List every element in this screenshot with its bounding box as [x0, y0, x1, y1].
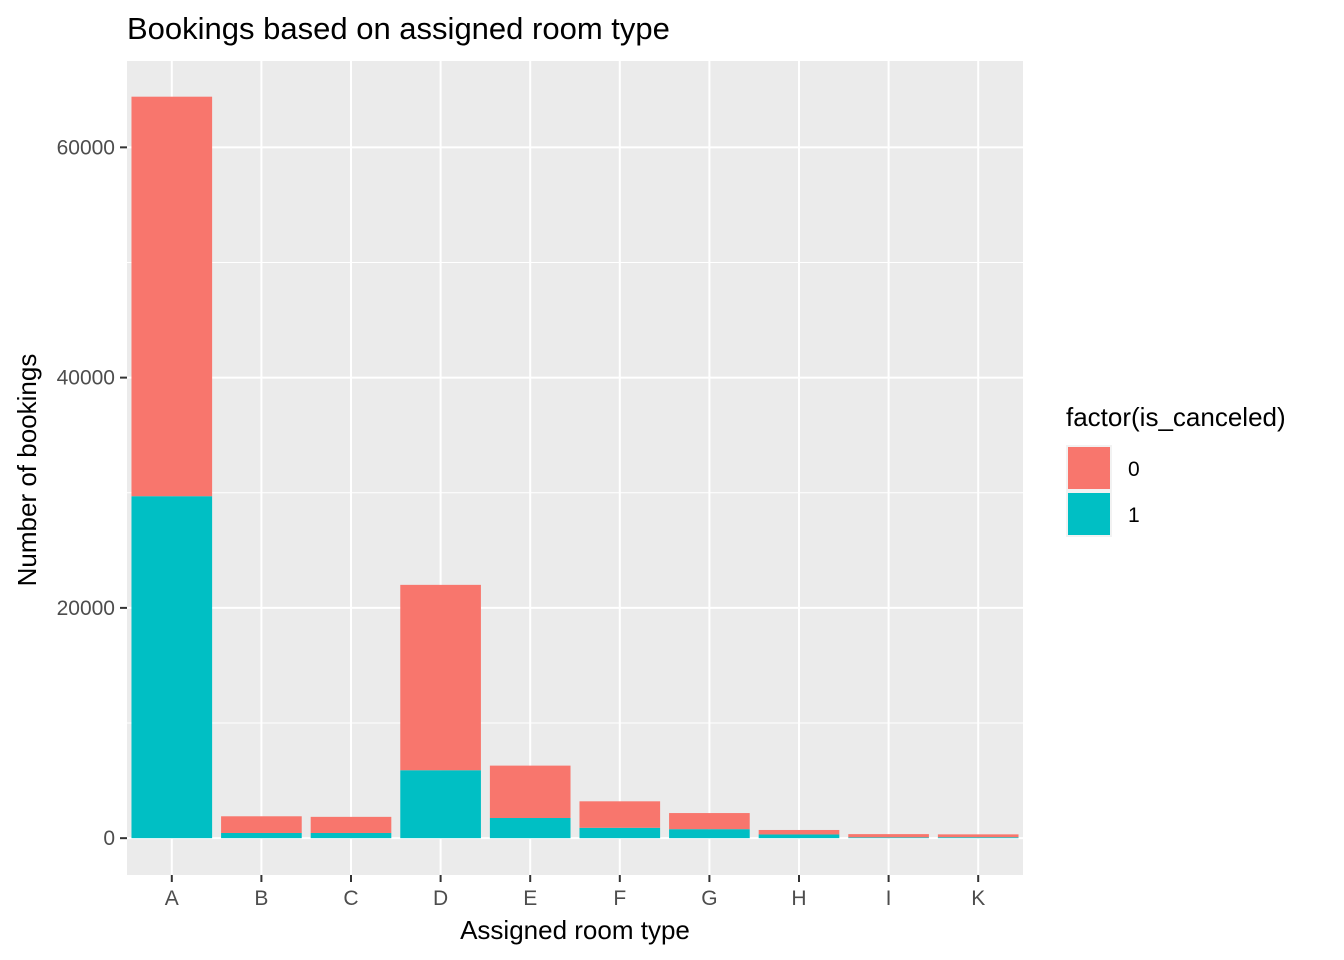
- y-tick-label: 60000: [57, 136, 115, 159]
- x-tick-label: B: [254, 887, 268, 910]
- bar-H-series-1: [758, 834, 840, 839]
- x-tick-label: F: [613, 887, 626, 910]
- chart-title: Bookings based on assigned room type: [127, 11, 670, 46]
- x-tick-label: I: [886, 887, 892, 910]
- y-tick-label: 40000: [57, 367, 115, 390]
- panel-background: [127, 61, 1023, 875]
- bar-I-series-0: [848, 834, 929, 838]
- legend-label-0: 0: [1128, 458, 1140, 481]
- bars: [131, 96, 1019, 839]
- legend-label-1: 1: [1128, 504, 1140, 527]
- bar-D-series-1: [400, 770, 481, 839]
- bar-B-series-0: [221, 816, 302, 833]
- x-tick-label: D: [433, 887, 448, 910]
- bar-D-series-0: [400, 584, 481, 771]
- x-tick-label: E: [523, 887, 537, 910]
- bar-F-series-0: [579, 801, 661, 828]
- bar-C-series-0: [310, 816, 392, 833]
- x-tick-label: H: [791, 887, 806, 910]
- bar-K-series-1: [937, 837, 1019, 839]
- bar-G-series-0: [669, 813, 750, 830]
- x-tick-label: G: [701, 887, 717, 910]
- bar-G-series-1: [669, 829, 750, 839]
- y-tick-label: 20000: [57, 597, 115, 620]
- x-axis-title: Assigned room type: [460, 915, 690, 945]
- bar-A-series-0: [131, 96, 213, 497]
- legend-title: factor(is_canceled): [1066, 402, 1286, 432]
- bar-E-series-0: [489, 765, 571, 819]
- bar-F-series-1: [579, 827, 661, 839]
- bar-H-series-0: [758, 829, 840, 835]
- bar-B-series-1: [221, 832, 302, 839]
- y-axis-title: Number of bookings: [12, 354, 42, 587]
- x-tick-label: C: [343, 887, 358, 910]
- x-tick-label: A: [165, 887, 179, 910]
- legend: factor(is_canceled) 0 1: [1066, 402, 1286, 537]
- bar-C-series-1: [310, 832, 392, 839]
- plot-panel: [127, 61, 1023, 875]
- bar-E-series-1: [489, 818, 571, 839]
- y-axis: 0 20000 40000 60000: [57, 136, 127, 850]
- bar-I-series-1: [848, 837, 929, 839]
- x-tick-label: K: [971, 887, 985, 910]
- legend-key-0: [1068, 447, 1110, 489]
- bar-A-series-1: [131, 496, 213, 839]
- bar-K-series-0: [937, 834, 1019, 838]
- y-tick-label: 0: [103, 827, 115, 850]
- legend-key-1: [1068, 493, 1110, 535]
